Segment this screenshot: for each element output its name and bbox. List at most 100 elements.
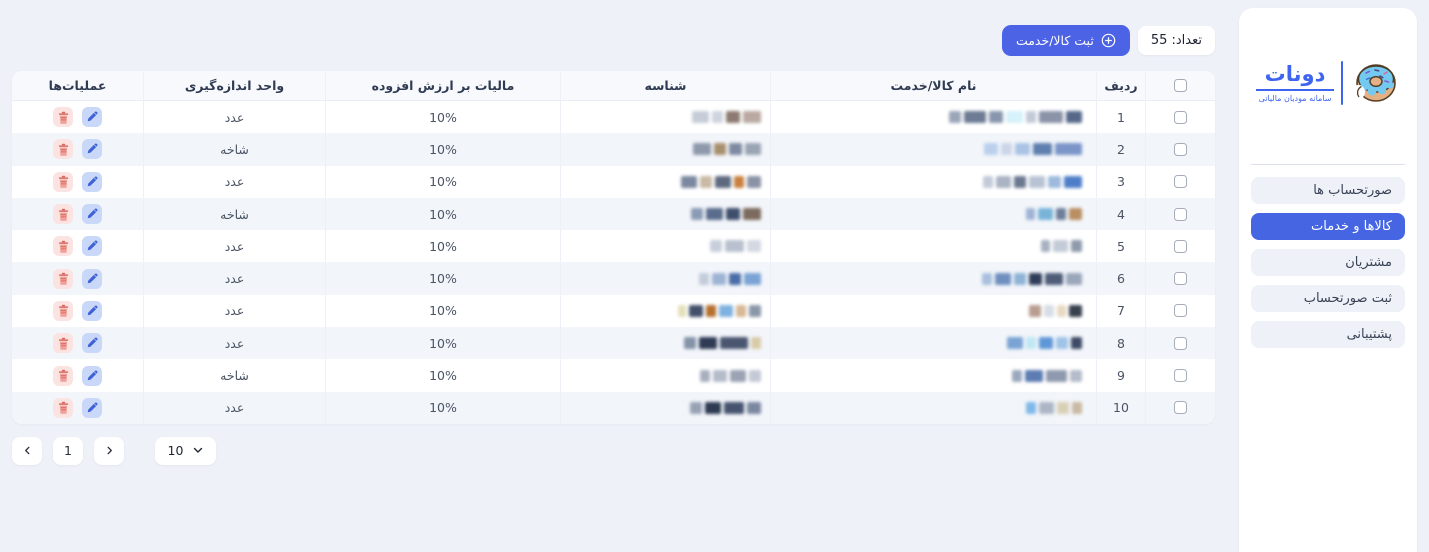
redacted-text [560, 165, 770, 198]
pencil-icon [86, 273, 98, 285]
row-checkbox[interactable] [1174, 142, 1187, 156]
sidebar-divider [1251, 164, 1405, 165]
row-checkbox[interactable] [1174, 304, 1187, 318]
unit-value: عدد [143, 230, 325, 263]
row-index: 6 [1096, 262, 1145, 295]
redacted-text [770, 165, 1096, 198]
vat-value: 10% [325, 294, 560, 328]
sidebar-item[interactable]: مشتریان [1251, 249, 1405, 276]
row-index: 10 [1096, 391, 1145, 424]
sidebar-item[interactable]: پشتیبانی [1251, 321, 1405, 348]
row-checkbox[interactable] [1174, 207, 1187, 221]
pencil-icon [86, 337, 98, 349]
sidebar: دونات سامانه مودیان مالیاتی صورتحساب ها ک… [1239, 8, 1417, 552]
main-content: تعداد: 55 ثبت کالا/خدمت ردیف نام کالا/خدم… [12, 0, 1215, 465]
edit-button[interactable] [82, 365, 102, 386]
current-page-button[interactable]: 1 [53, 436, 83, 465]
logo: دونات سامانه مودیان مالیاتی [1239, 60, 1417, 106]
edit-button[interactable] [82, 107, 102, 128]
redacted-text [560, 101, 770, 134]
row-checkbox[interactable] [1174, 336, 1187, 350]
delete-button[interactable] [53, 107, 73, 128]
plus-circle-icon [1101, 33, 1116, 48]
row-checkbox[interactable] [1174, 401, 1187, 415]
pencil-icon [86, 176, 98, 188]
unit-value: عدد [143, 391, 325, 424]
row-checkbox[interactable] [1174, 272, 1187, 286]
redacted-text [560, 294, 770, 328]
redacted-text [770, 391, 1096, 424]
redacted-text [560, 359, 770, 392]
delete-button[interactable] [53, 365, 73, 386]
page-size-select[interactable]: 10 [155, 436, 216, 465]
table-header-row: ردیف نام کالا/خدمت شناسه مالیات بر ارزش افز… [12, 71, 1215, 101]
trash-icon [57, 143, 70, 156]
delete-button[interactable] [53, 236, 73, 257]
pencil-icon [86, 208, 98, 220]
unit-value: شاخه [143, 197, 325, 231]
select-all-checkbox[interactable] [1174, 79, 1187, 92]
trash-icon [57, 337, 70, 350]
row-index: 9 [1096, 359, 1145, 392]
edit-button[interactable] [82, 268, 102, 289]
redacted-text [770, 230, 1096, 263]
redacted-text [770, 359, 1096, 392]
edit-button[interactable] [82, 139, 102, 160]
vat-value: 10% [325, 197, 560, 231]
redacted-text [560, 391, 770, 424]
vat-value: 10% [325, 391, 560, 424]
edit-button[interactable] [82, 397, 102, 418]
delete-button[interactable] [53, 171, 73, 192]
edit-button[interactable] [82, 236, 102, 257]
next-page-button[interactable] [94, 436, 124, 465]
row-checkbox[interactable] [1174, 110, 1187, 124]
trash-icon [57, 111, 70, 124]
sidebar-nav: صورتحساب ها کالاها و خدمات مشتریان ثبت صورت… [1239, 177, 1417, 348]
vat-value: 10% [325, 327, 560, 360]
sidebar-item[interactable]: صورتحساب ها [1251, 177, 1405, 204]
vat-value: 10% [325, 133, 560, 166]
edit-button[interactable] [82, 171, 102, 192]
logo-title: دونات [1264, 62, 1326, 87]
redacted-text [560, 230, 770, 263]
table-row: 4 10% شاخه [12, 197, 1215, 231]
table-row: 6 10% عدد [12, 262, 1215, 295]
redacted-text [560, 262, 770, 295]
row-checkbox[interactable] [1174, 175, 1187, 189]
delete-button[interactable] [53, 268, 73, 289]
trash-icon [57, 401, 70, 415]
pencil-icon [86, 370, 98, 382]
edit-button[interactable] [82, 333, 102, 354]
add-item-button[interactable]: ثبت کالا/خدمت [1001, 25, 1130, 56]
table-row: 2 10% شاخه [12, 133, 1215, 166]
row-index: 5 [1096, 230, 1145, 263]
sidebar-item[interactable]: ثبت صورتحساب [1251, 285, 1405, 312]
unit-value: عدد [143, 101, 325, 134]
row-index: 4 [1096, 197, 1145, 231]
edit-button[interactable] [82, 204, 102, 225]
unit-value: عدد [143, 165, 325, 198]
delete-button[interactable] [53, 333, 73, 354]
unit-value: شاخه [143, 359, 325, 392]
page-size-value: 10 [167, 443, 184, 459]
toolbar: تعداد: 55 ثبت کالا/خدمت [12, 25, 1215, 56]
trash-icon [57, 208, 70, 221]
sidebar-item[interactable]: کالاها و خدمات [1251, 213, 1405, 240]
items-table: ردیف نام کالا/خدمت شناسه مالیات بر ارزش افز… [12, 71, 1215, 424]
delete-button[interactable] [53, 139, 73, 160]
row-index: 2 [1096, 133, 1145, 166]
delete-button[interactable] [53, 397, 73, 418]
redacted-text [770, 101, 1096, 134]
unit-value: عدد [143, 327, 325, 360]
table-body: 1 10% عدد 2 10% شاخه 3 10% عدد 4 10% شاخه 5 10% عدد 6 10… [12, 101, 1215, 424]
prev-page-button[interactable] [12, 436, 42, 465]
delete-button[interactable] [53, 204, 73, 225]
edit-button[interactable] [82, 300, 102, 321]
pencil-icon [86, 305, 98, 317]
delete-button[interactable] [53, 300, 73, 321]
unit-value: عدد [143, 294, 325, 328]
table-row: 9 10% شاخه [12, 359, 1215, 392]
row-checkbox[interactable] [1174, 369, 1187, 383]
row-checkbox[interactable] [1174, 239, 1187, 253]
trash-icon [57, 175, 70, 189]
